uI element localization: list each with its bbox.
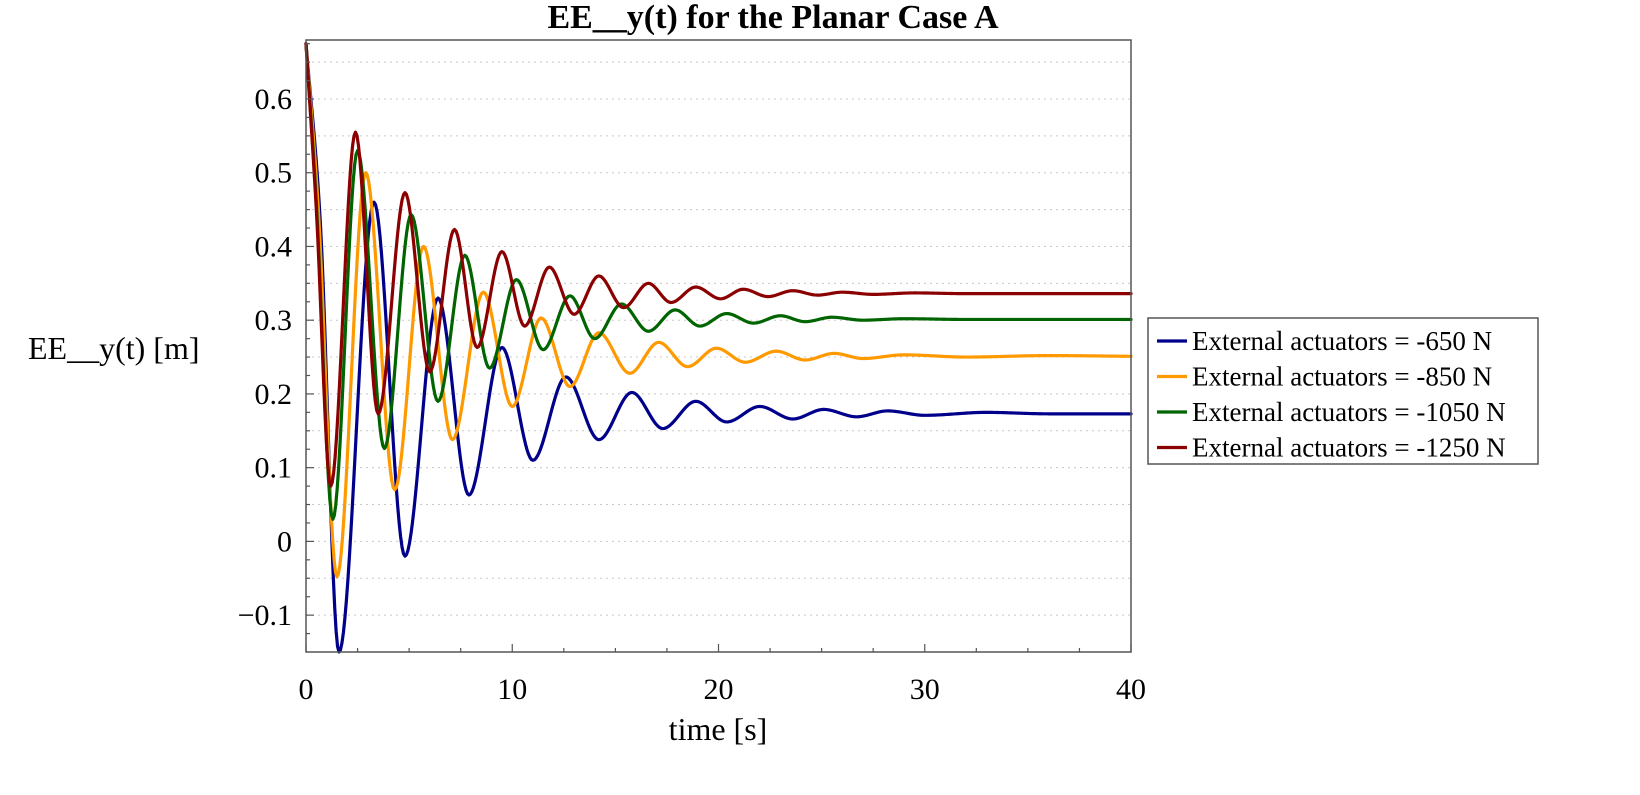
- series-line-3: [304, 42, 1133, 521]
- y-tick-labels: −0.1 0 0.1 0.2 0.3 0.4 0.5 0.6: [238, 83, 292, 632]
- series-line-2: [304, 42, 1133, 579]
- x-tick-label: 20: [704, 673, 734, 706]
- x-tick-labels: 0 10 20 30 40: [299, 673, 1147, 706]
- x-axis-label: time [s]: [669, 711, 768, 747]
- x-tick-label: 10: [497, 673, 527, 706]
- x-tick-label: 40: [1116, 673, 1146, 706]
- legend-label-4: External actuators = -1250 N: [1192, 433, 1506, 463]
- x-tick-label: 0: [299, 673, 314, 706]
- y-tick-label: 0.6: [255, 83, 293, 116]
- y-tick-label: −0.1: [238, 599, 292, 632]
- y-tick-label: 0.2: [255, 378, 293, 411]
- legend-label-2: External actuators = -850 N: [1192, 362, 1492, 392]
- legend: External actuators = -650 N External actu…: [1147, 317, 1539, 465]
- y-tick-label: 0.1: [255, 452, 293, 485]
- y-tick-label: 0: [277, 525, 292, 558]
- legend-label-1: External actuators = -650 N: [1192, 326, 1492, 356]
- y-tick-label: 0.3: [255, 304, 293, 337]
- y-tick-label: 0.5: [255, 157, 293, 190]
- series-lines: [304, 42, 1133, 654]
- chart-title: EE__y(t) for the Planar Case A: [547, 0, 999, 36]
- axis-ticks: [305, 43, 1132, 652]
- y-tick-label: 0.4: [255, 230, 293, 263]
- y-axis-label: EE__y(t) [m]: [28, 330, 200, 366]
- series-line-4: [304, 42, 1133, 488]
- legend-label-3: External actuators = -1050 N: [1192, 397, 1506, 427]
- legend-box: [1147, 317, 1539, 465]
- x-tick-label: 30: [910, 673, 940, 706]
